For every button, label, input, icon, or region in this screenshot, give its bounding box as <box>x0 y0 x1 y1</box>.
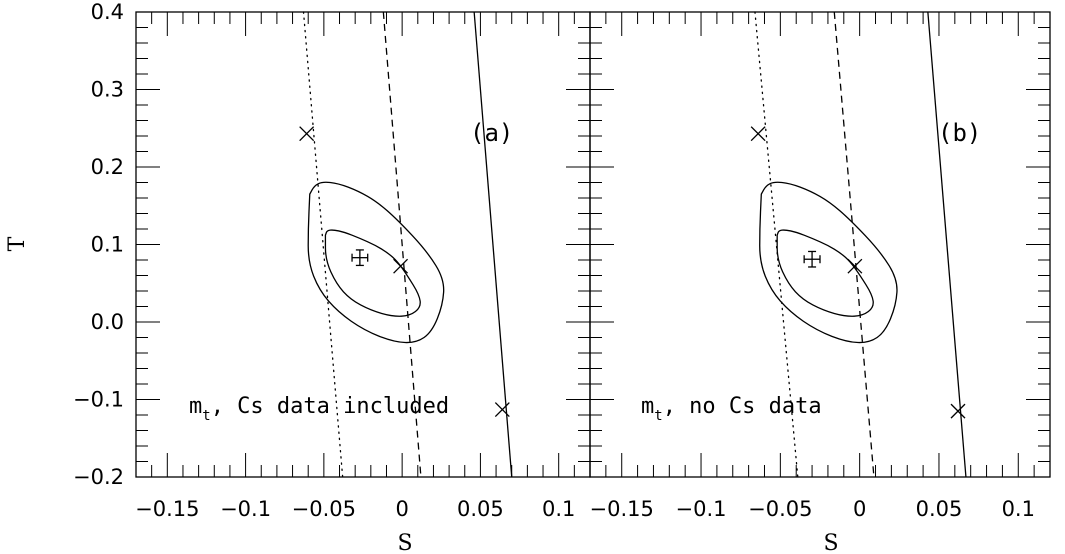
panel-b-label: (b) <box>938 119 981 147</box>
panel-b-frame <box>589 11 1051 478</box>
panel-a-xtick-label: 0 <box>395 497 408 521</box>
panel-b-ellipse-inner <box>776 229 874 317</box>
panel-b-x-marker <box>750 126 766 142</box>
panel-a-ytick-label: 0.2 <box>91 155 124 179</box>
panel-a-xtick-label: 0.1 <box>542 497 575 521</box>
panel-a-xtick-label: −0.05 <box>292 497 356 521</box>
panel-b-plot-layer: −0.15 −0.1 −0.05 0 0.05 0.1 <box>590 11 1050 521</box>
panel-a-central-value <box>351 249 369 267</box>
panel-a: −0.15 −0.1 −0.05 0 0.05 0.1 −0.2 −0.1 0.0 0.1 0.2 0… <box>5 0 591 554</box>
panel-b-xtick-label: −0.15 <box>590 497 654 521</box>
panel-b-x-marker <box>847 258 863 274</box>
panel-a-line-solid <box>473 11 513 478</box>
panel-b: −0.15 −0.1 −0.05 0 0.05 0.1 (b) mt, no Cs dat… <box>589 11 1051 554</box>
panel-a-ellipse-outer <box>307 181 445 344</box>
panel-b-central-value <box>803 250 821 268</box>
panel-b-xtick-label: 0.05 <box>916 497 963 521</box>
panel-a-x-marker <box>494 402 510 418</box>
panel-b-line-dashed <box>833 11 875 478</box>
panel-b-annotation-rest: , no Cs data <box>663 394 822 419</box>
panel-a-label: (a) <box>470 119 513 147</box>
panel-a-ylabel: T <box>5 236 30 251</box>
panel-a-line-dashed <box>382 11 422 478</box>
panel-b-xtick-label: 0.1 <box>1002 497 1035 521</box>
panel-b-x-marker <box>950 403 966 419</box>
panel-a-ytick-label: 0.1 <box>91 233 124 257</box>
panel-a-annotation: mt, Cs data included <box>189 394 449 424</box>
panel-a-ytick-label: 0.4 <box>91 0 124 24</box>
panel-a-ytick-label: 0.3 <box>91 78 124 102</box>
panel-a-annotation-rest: , Cs data included <box>211 394 449 419</box>
panel-a-xtick-label: −0.1 <box>220 497 271 521</box>
panel-a-ellipse-inner <box>324 229 421 317</box>
panel-a-ytick-label: −0.1 <box>73 388 124 412</box>
panel-a-xtick-label: −0.15 <box>135 497 199 521</box>
panel-a-xtick-label: 0.05 <box>457 497 504 521</box>
panel-a-x-marker <box>299 126 315 142</box>
panel-b-line-solid <box>927 11 967 478</box>
panel-a-plot-layer: −0.15 −0.1 −0.05 0 0.05 0.1 −0.2 −0.1 0.0 0.1 0.2 0… <box>73 0 590 521</box>
panel-a-annotation-main: m <box>189 394 202 419</box>
panel-b-ellipse-outer <box>759 181 898 344</box>
panel-b-annotation: mt, no Cs data <box>641 394 822 424</box>
panel-a-ytick-label: 0.0 <box>91 310 124 334</box>
panel-a-annotation-sub: t <box>202 408 210 424</box>
panel-a-x-marker <box>393 258 409 274</box>
panel-a-ytick-label: −0.2 <box>73 465 124 489</box>
panel-b-xtick-label: −0.1 <box>676 497 727 521</box>
panel-b-annotation-main: m <box>641 394 654 419</box>
panel-a-xlabel: S <box>397 531 412 554</box>
panel-b-annotation-sub: t <box>654 408 662 424</box>
panel-b-xlabel: S <box>823 531 838 554</box>
panel-b-xtick-label: −0.05 <box>748 497 812 521</box>
panel-b-xtick-label: 0 <box>853 497 866 521</box>
